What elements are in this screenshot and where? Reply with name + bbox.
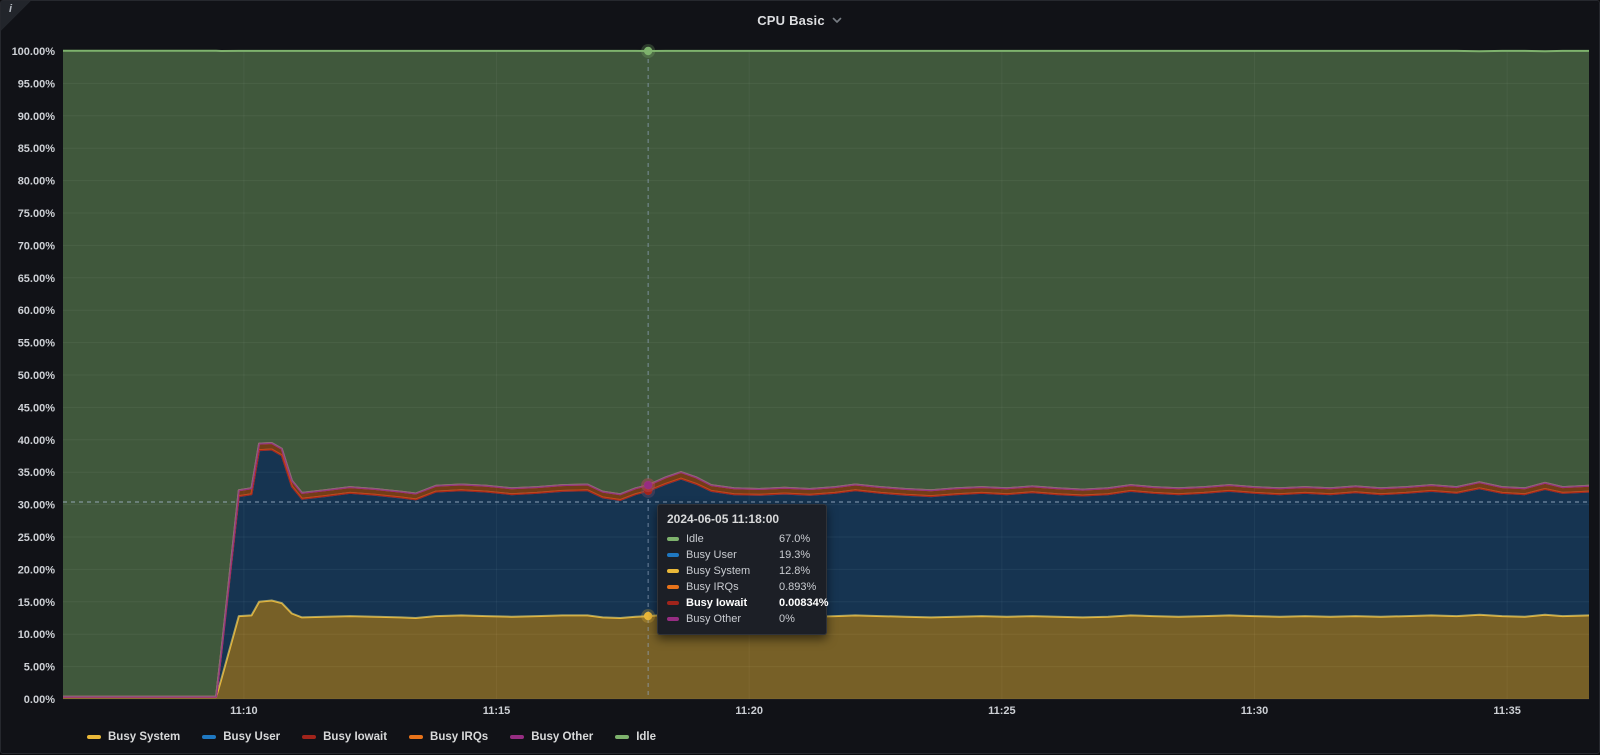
legend-item-busy-irqs[interactable]: Busy IRQs	[409, 731, 488, 743]
legend-item-busy-iowait[interactable]: Busy Iowait	[302, 731, 387, 743]
legend-swatch	[615, 735, 629, 739]
y-axis-tick: 10.00%	[18, 629, 56, 641]
y-axis-tick: 65.00%	[18, 273, 56, 285]
x-axis-tick: 11:15	[483, 705, 511, 717]
chevron-down-icon	[831, 14, 843, 26]
legend-label: Busy Iowait	[323, 731, 387, 743]
y-axis-tick: 95.00%	[18, 78, 56, 90]
legend-label: Idle	[636, 731, 656, 743]
legend: Busy System Busy User Busy Iowait Busy IRQs…	[87, 729, 656, 745]
legend-item-busy-user[interactable]: Busy User	[202, 731, 280, 743]
legend-swatch	[510, 735, 524, 739]
y-axis-tick: 85.00%	[18, 143, 56, 155]
y-axis-tick: 90.00%	[18, 111, 56, 123]
legend-item-idle[interactable]: Idle	[615, 731, 656, 743]
y-axis-tick: 30.00%	[18, 500, 56, 512]
panel-title: CPU Basic	[757, 13, 825, 28]
legend-swatch	[87, 735, 101, 739]
legend-swatch	[409, 735, 423, 739]
y-axis-tick: 5.00%	[24, 662, 55, 674]
y-axis-tick: 50.00%	[18, 370, 56, 382]
panel-header[interactable]: CPU Basic	[1, 1, 1599, 39]
y-axis-tick: 40.00%	[18, 435, 56, 447]
y-axis-tick: 0.00%	[24, 694, 55, 706]
legend-item-busy-other[interactable]: Busy Other	[510, 731, 593, 743]
legend-label: Busy IRQs	[430, 731, 488, 743]
legend-label: Busy Other	[531, 731, 593, 743]
y-axis-tick: 70.00%	[18, 240, 56, 252]
y-axis-tick: 20.00%	[18, 564, 56, 576]
info-icon: i	[9, 3, 12, 15]
x-axis-tick: 11:20	[735, 705, 763, 717]
legend-label: Busy System	[108, 731, 180, 743]
y-axis-tick: 80.00%	[18, 176, 56, 188]
x-axis-tick: 11:25	[988, 705, 1016, 717]
x-axis-tick: 11:35	[1493, 705, 1521, 717]
y-axis-tick: 60.00%	[18, 305, 56, 317]
x-axis-tick: 11:30	[1241, 705, 1269, 717]
y-axis-tick: 45.00%	[18, 402, 56, 414]
legend-swatch	[202, 735, 216, 739]
panel-info-corner[interactable]: i	[1, 1, 31, 31]
stacked-areas	[63, 51, 1589, 699]
y-axis-tick: 25.00%	[18, 532, 56, 544]
x-axis-tick: 11:10	[230, 705, 258, 717]
y-axis-tick: 100.00%	[12, 46, 56, 58]
legend-swatch	[302, 735, 316, 739]
legend-label: Busy User	[223, 731, 280, 743]
legend-item-busy-system[interactable]: Busy System	[87, 731, 180, 743]
y-axis-tick: 15.00%	[18, 597, 56, 609]
y-axis-tick: 55.00%	[18, 338, 56, 350]
y-axis-tick: 75.00%	[18, 208, 56, 220]
y-axis-tick: 35.00%	[18, 467, 56, 479]
